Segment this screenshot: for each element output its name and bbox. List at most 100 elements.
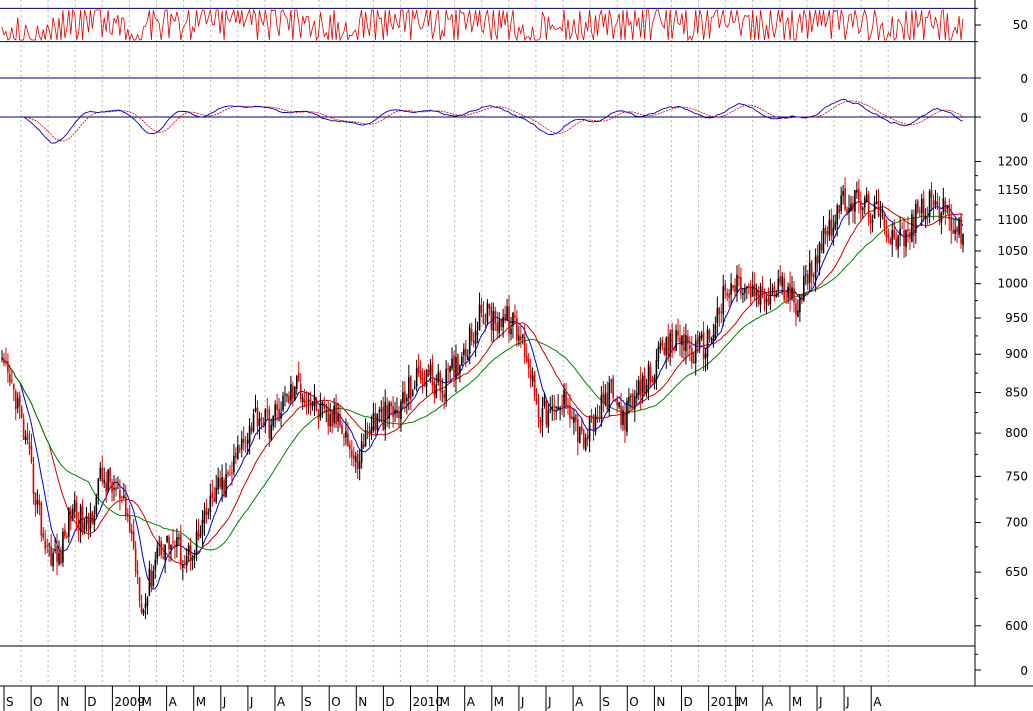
price-bar (722, 274, 725, 327)
price-bar (178, 533, 180, 546)
price-bar (327, 401, 330, 435)
price-bar (781, 272, 783, 295)
price-bar (744, 283, 746, 302)
price-bar (938, 196, 941, 226)
price-bar (891, 223, 894, 257)
price-bar (596, 404, 599, 423)
price-bar (521, 334, 524, 345)
price-tick-label: 950 (1005, 311, 1028, 325)
price-bar (160, 536, 162, 559)
price-bar (930, 182, 933, 210)
price-bar (763, 288, 766, 312)
price-bar (761, 276, 764, 299)
price-bar (635, 379, 638, 405)
price-bar (689, 336, 691, 362)
price-bar (62, 527, 64, 568)
price-bar (221, 464, 223, 503)
price-bar (856, 181, 858, 199)
price-tick-label: 600 (1005, 619, 1028, 633)
price-bar (233, 443, 235, 476)
x-tick-label: M (494, 695, 504, 709)
price-bar (28, 430, 31, 455)
price-bar (716, 296, 719, 335)
price-bar (128, 504, 131, 534)
price-bar (806, 270, 809, 291)
price-bar (620, 392, 622, 430)
price-bar (801, 293, 803, 305)
price-bar (166, 535, 168, 544)
price-bar (606, 381, 609, 413)
price-bar (276, 393, 278, 422)
rsi-panel (0, 7, 975, 43)
price-bar (66, 532, 68, 539)
price-bar (496, 311, 499, 340)
price-bar (667, 323, 670, 363)
price-bar (948, 198, 951, 232)
price-bar (683, 326, 685, 362)
x-tick-label: J (249, 695, 254, 709)
price-bar (11, 370, 13, 384)
price-bar (95, 493, 98, 517)
price-bar (677, 318, 679, 343)
price-bar (250, 422, 253, 435)
price-bar (616, 395, 618, 413)
price-bar (804, 265, 807, 285)
price-bar (209, 483, 212, 520)
price-bar (117, 476, 119, 489)
price-bar (865, 187, 868, 203)
price-bar (54, 537, 56, 554)
price-bar (266, 398, 269, 420)
price-bar (71, 504, 74, 522)
price-bar (812, 272, 815, 285)
x-tick-label: M (440, 695, 450, 709)
price-bar (323, 396, 326, 414)
price-bar (305, 391, 308, 415)
price-bar (816, 244, 819, 273)
x-tick-label: S (304, 695, 312, 709)
price-bar (773, 281, 776, 302)
price-bar (457, 353, 459, 378)
price-bar (319, 392, 322, 421)
price-bar (602, 381, 605, 413)
price-bar (235, 447, 237, 465)
price-bar (518, 325, 520, 346)
price-bar (500, 318, 502, 332)
price-bar (32, 456, 35, 505)
price-bar (368, 422, 371, 447)
price-bar (573, 408, 575, 435)
price-bar (789, 271, 791, 312)
price-bar (36, 489, 39, 514)
price-bar (384, 389, 387, 441)
price-bar (889, 236, 892, 246)
price-bar (488, 303, 491, 316)
x-tick-label: N (60, 695, 69, 709)
price-bar (256, 400, 259, 435)
price-bar (563, 383, 565, 418)
price-bar (586, 428, 589, 447)
price-tick-label: 1100 (997, 213, 1028, 227)
price-bar (433, 379, 436, 404)
price-bar (97, 478, 100, 505)
price-bar (38, 494, 41, 516)
price-bar (1, 349, 3, 363)
price-bar (85, 506, 88, 532)
price-bar (103, 467, 105, 488)
price-bar (875, 189, 878, 205)
macd-tick-label: 0 (1020, 111, 1028, 125)
price-bar (767, 287, 770, 306)
price-bar (321, 400, 324, 418)
price-bar (380, 400, 383, 423)
price-bar (600, 386, 603, 427)
price-bar (512, 312, 514, 339)
price-panel (1, 177, 964, 620)
price-bar (545, 399, 548, 429)
price-bar (918, 206, 921, 218)
price-bar (571, 407, 573, 420)
price-bar (846, 206, 848, 216)
price-bar (569, 394, 571, 428)
price-bar (907, 216, 909, 243)
price-bar (820, 231, 823, 254)
price-bar (109, 467, 111, 490)
price-bar (698, 331, 701, 354)
price-bar (329, 402, 331, 433)
